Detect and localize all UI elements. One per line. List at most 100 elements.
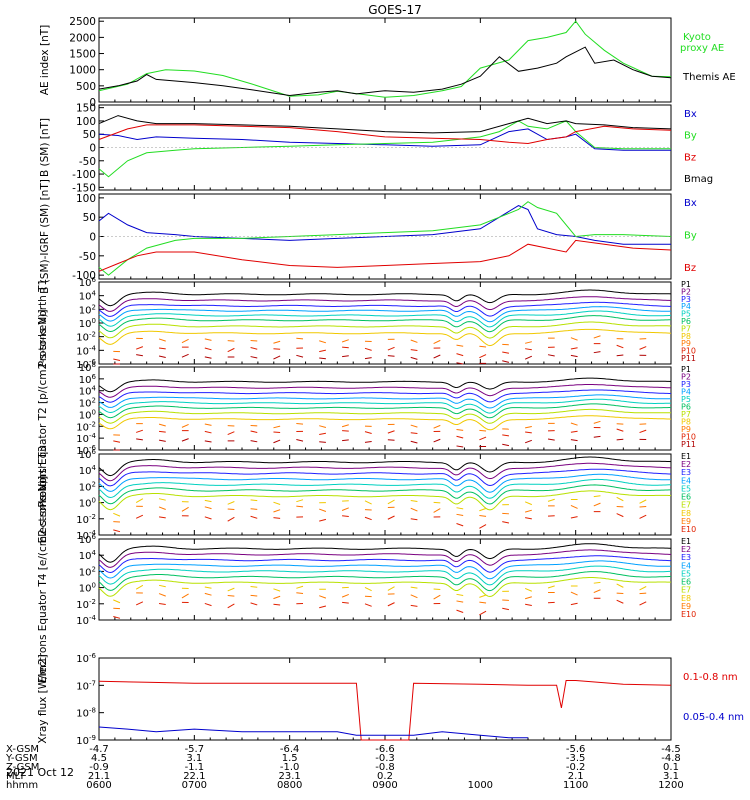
channel-e10-segment (616, 513, 624, 518)
channel-p11-segment (319, 357, 326, 360)
channel-e10-segment (456, 523, 464, 527)
channel-p8 (98, 415, 672, 431)
y-axis-label: Electrons North T3 (37, 446, 49, 544)
channel-p10-segment (502, 434, 510, 437)
y-tick-label: 100 (76, 116, 96, 128)
channel-e1 (98, 543, 671, 563)
legend-e7: E7 (681, 586, 691, 595)
channel-p11-segment (250, 440, 258, 443)
x-ephemeris-value: -5.6 (566, 744, 586, 755)
x-row-label: X-GSM (6, 744, 39, 755)
channel-p10-segment (319, 349, 327, 353)
channel-p11-segment (524, 439, 532, 444)
channel-p10-segment (136, 429, 144, 433)
y-tick-label: 150 (76, 103, 96, 115)
channel-p11-segment (410, 440, 418, 444)
channel-p11-segment (410, 356, 418, 360)
channel-e9-segment (593, 502, 601, 507)
channel-e9-segment (319, 508, 327, 512)
channel-p10-segment (410, 349, 418, 351)
x-ephemeris-value: 3.1 (663, 771, 679, 782)
channel-e10-segment (158, 602, 166, 605)
channel-p10-segment (250, 430, 258, 433)
channel-p10-segment (227, 431, 235, 436)
channel-p9-segment (273, 425, 281, 429)
channel-p11-segment (547, 354, 555, 357)
y-axis-label: B (SM) [nT] (39, 118, 51, 177)
channel-e8-segment (524, 501, 533, 506)
channel-p10-segment (387, 346, 395, 351)
channel-p9-segment (479, 345, 487, 348)
channel-e10-segment (135, 514, 144, 519)
channel-e8-segment (639, 499, 647, 504)
channel-e10-segment (502, 521, 510, 524)
channel-e10-segment (319, 518, 327, 522)
channel-p11-segment (296, 439, 304, 442)
channel-p11-segment (158, 355, 166, 358)
x-ephemeris-value: -0.3 (375, 753, 395, 764)
channel-e8-segment (227, 587, 235, 592)
y-tick-label: 10-6 (76, 652, 96, 665)
y-tick-label: 10-7 (76, 679, 96, 692)
channel-p11-segment (502, 360, 510, 363)
channel-e10-segment (364, 516, 372, 521)
figure-title: GOES-17 (368, 3, 422, 17)
channel-p11-segment (502, 443, 510, 447)
channel-p10-segment (456, 353, 464, 357)
channel-p11-segment (273, 439, 281, 444)
channel-e10-segment (113, 616, 121, 619)
legend-e2: E2 (681, 545, 691, 554)
channel-p10-segment (135, 346, 144, 350)
series-by (98, 120, 671, 178)
channel-p9-segment (570, 422, 578, 426)
y-axis-label: Electrons Equator T4 [e/(cm2-s-sr-keV)] (37, 476, 49, 683)
channel-e9-segment (433, 594, 441, 600)
channel-e9-segment (296, 505, 304, 508)
channel-p9-segment (158, 423, 166, 427)
series-0-05-0-4-nm (98, 726, 528, 739)
channel-e8-segment (227, 501, 235, 505)
channel-p1 (98, 377, 672, 393)
channel-e8-segment (273, 501, 281, 505)
x-ephemeris-value: -3.5 (566, 753, 586, 764)
channel-p9-segment (410, 339, 418, 343)
series-by (98, 201, 672, 276)
panel-frame (98, 538, 672, 621)
channel-p10-segment (227, 347, 235, 353)
channel-p11-segment (456, 445, 464, 448)
x-time-label: 0800 (277, 780, 302, 791)
channel-e10-segment (410, 518, 418, 521)
y-axis-label: Protons Equator T2 [p/(cm2-s-sr-keV)] (37, 309, 49, 507)
y-tick-label: 100 (79, 582, 96, 595)
y-tick-label: -150 (72, 182, 96, 194)
channel-e8-segment (204, 586, 212, 589)
channel-e9-segment (593, 589, 601, 593)
y-tick-label: 100 (79, 497, 96, 510)
channel-p11-segment (181, 438, 189, 442)
channel-e10-segment (319, 605, 327, 609)
y-tick-label: 2500 (69, 16, 96, 28)
y-tick-label: 0 (89, 232, 96, 244)
y-tick-label: 1500 (69, 49, 96, 61)
x-ephemeris-value: -4.7 (89, 744, 109, 755)
channel-p9-segment (525, 341, 532, 344)
channel-e10-segment (273, 603, 281, 606)
channel-p5 (98, 310, 672, 328)
legend-p6: P6 (681, 317, 691, 326)
channel-e10-segment (456, 609, 464, 613)
y-tick-label: 102 (79, 480, 96, 493)
channel-e1 (98, 456, 672, 477)
legend-p7: P7 (681, 410, 691, 419)
channel-e8-segment (273, 588, 281, 592)
channel-p11-segment (570, 354, 578, 358)
legend-bmag: Bmag (684, 174, 713, 185)
legend-p2: P2 (681, 373, 691, 382)
legend-p9: P9 (681, 339, 691, 348)
channel-e9-segment (250, 594, 258, 597)
channel-e8-segment (616, 583, 624, 588)
channel-p10-segment (364, 347, 372, 351)
channel-p11-segment (433, 354, 441, 359)
